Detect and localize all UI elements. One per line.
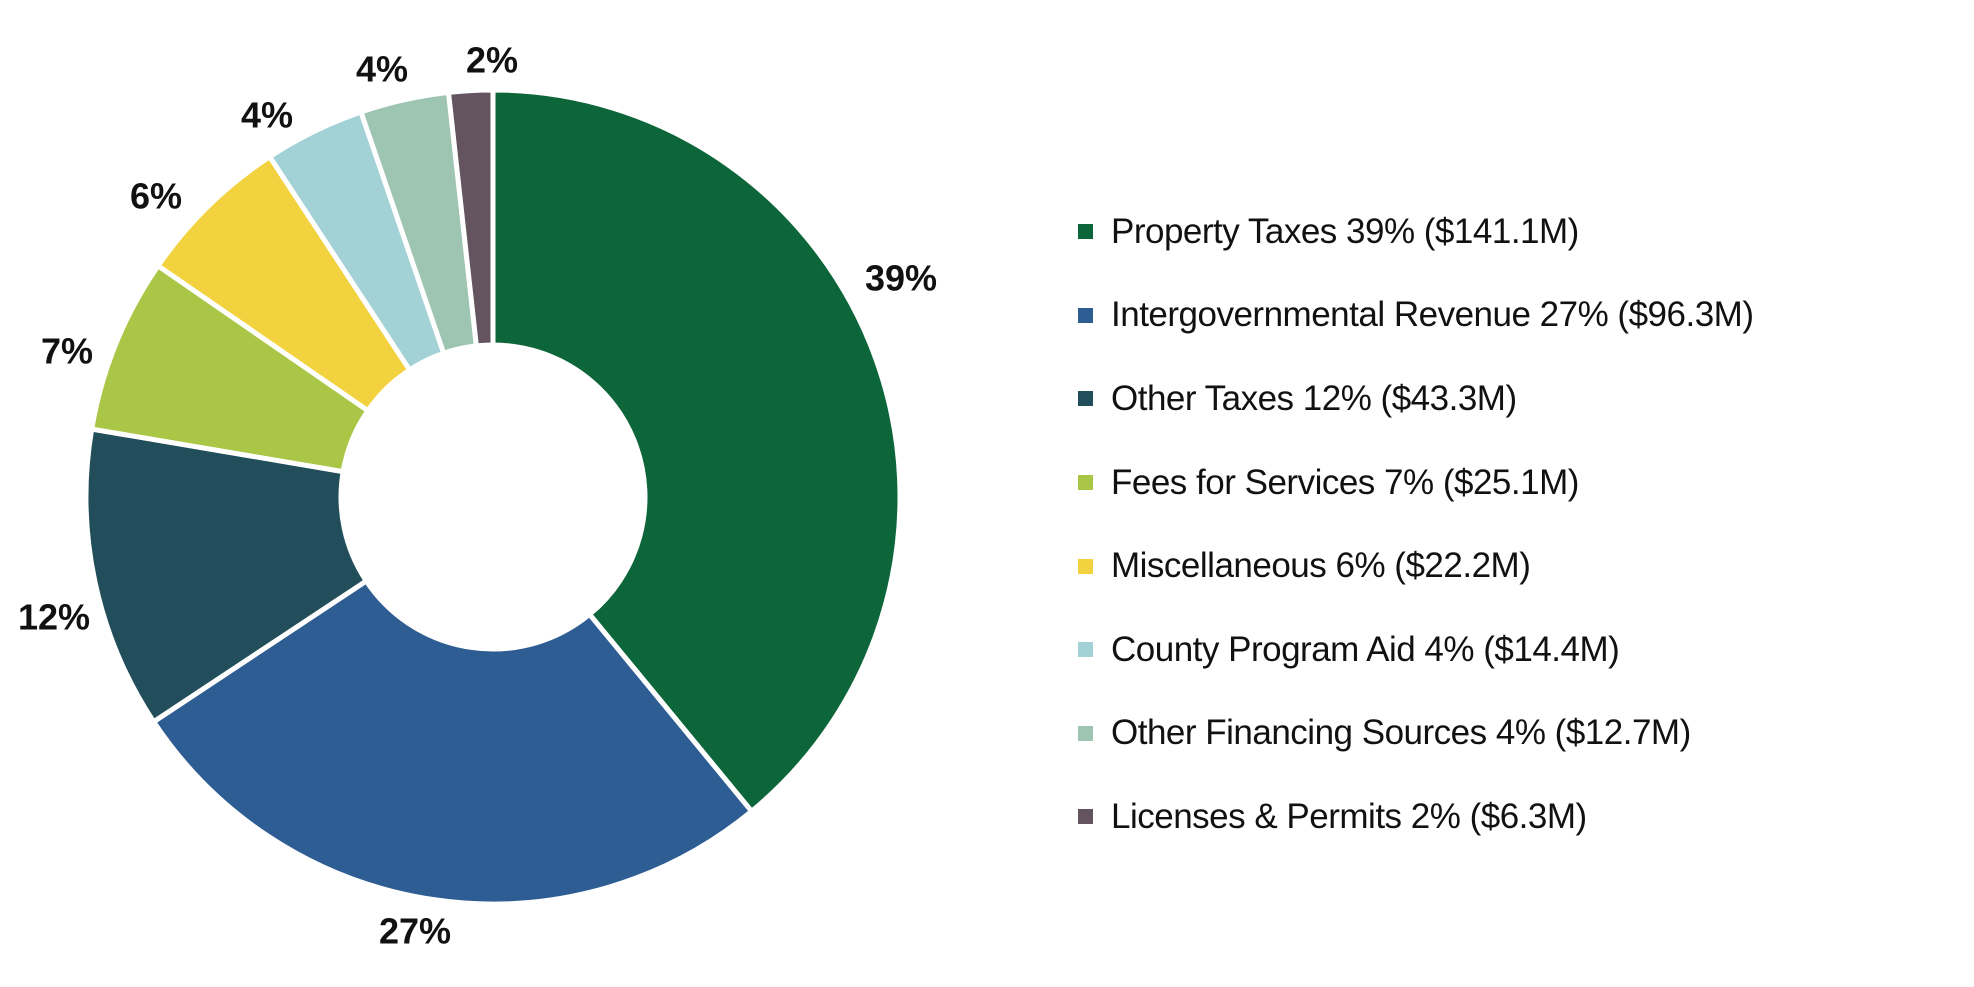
legend-swatch bbox=[1078, 725, 1093, 741]
legend-item: Miscellaneous 6% ($22.2M) bbox=[1078, 524, 1753, 608]
legend-item: Property Taxes 39% ($141.1M) bbox=[1078, 190, 1753, 274]
legend-label: County Program Aid 4% ($14.4M) bbox=[1111, 629, 1620, 669]
legend-swatch bbox=[1078, 391, 1093, 407]
legend-item: Other Taxes 12% ($43.3M) bbox=[1078, 357, 1753, 441]
legend-item: Intergovernmental Revenue 27% ($96.3M) bbox=[1078, 274, 1754, 358]
legend-label: Miscellaneous 6% ($22.2M) bbox=[1111, 546, 1531, 586]
legend-item: Fees for Services 7% ($25.1M) bbox=[1078, 441, 1753, 525]
slice-intergovernmental-revenue bbox=[150, 577, 756, 907]
legend-label: Intergovernmental Revenue 27% ($96.3M) bbox=[1111, 295, 1754, 335]
legend-label: Licenses & Permits 2% ($6.3M) bbox=[1111, 796, 1587, 836]
legend-swatch bbox=[1078, 642, 1093, 658]
legend-swatch bbox=[1078, 224, 1093, 240]
slice-property-taxes bbox=[490, 87, 903, 815]
legend-label: Property Taxes 39% ($141.1M) bbox=[1111, 211, 1579, 251]
legend-item: Licenses & Permits 2% ($6.3M) bbox=[1078, 775, 1753, 859]
chart-legend: Property Taxes 39% ($141.1M) Intergovernm… bbox=[1078, 190, 1754, 859]
data-label: 39% bbox=[865, 258, 937, 299]
slice-licenses-permits bbox=[445, 87, 496, 349]
legend-label: Fees for Services 7% ($25.1M) bbox=[1111, 462, 1579, 502]
legend-item: Other Financing Sources 4% ($12.7M) bbox=[1078, 692, 1753, 776]
legend-swatch bbox=[1078, 307, 1093, 323]
legend-label: Other Financing Sources 4% ($12.7M) bbox=[1111, 713, 1691, 753]
slice-other-taxes bbox=[83, 426, 370, 726]
data-label: 4% bbox=[241, 95, 293, 136]
legend-swatch bbox=[1078, 558, 1093, 574]
data-label: 2% bbox=[466, 40, 518, 81]
data-label: 7% bbox=[41, 331, 93, 372]
data-label: 27% bbox=[379, 911, 451, 952]
data-label: 12% bbox=[18, 597, 90, 638]
legend-item: County Program Aid 4% ($14.4M) bbox=[1078, 608, 1753, 692]
legend-swatch bbox=[1078, 475, 1093, 491]
data-label: 6% bbox=[130, 176, 182, 217]
legend-label: Other Taxes 12% ($43.3M) bbox=[1111, 378, 1517, 418]
legend-swatch bbox=[1078, 809, 1093, 825]
data-label: 4% bbox=[356, 49, 408, 90]
